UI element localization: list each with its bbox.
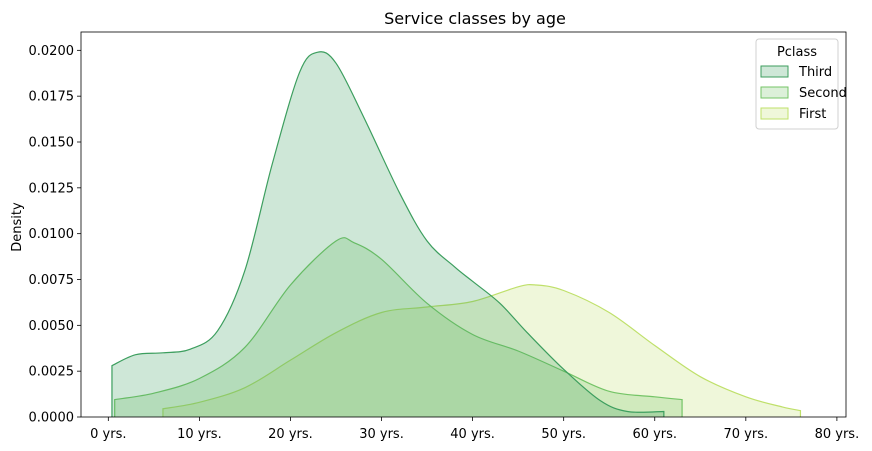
line-third <box>111 51 665 417</box>
x-tick-label: 70 yrs. <box>724 427 769 442</box>
x-tick-label: 30 yrs. <box>359 427 404 442</box>
y-axis-label: Density <box>10 202 25 252</box>
line-first <box>162 283 802 417</box>
area-second <box>114 237 683 417</box>
x-tick-label: 50 yrs. <box>541 427 586 442</box>
x-tick-label: 60 yrs. <box>632 427 677 442</box>
legend-swatch-first <box>760 107 789 120</box>
legend-title: Pclass <box>777 45 817 60</box>
y-tick-label: 0.0100 <box>29 227 75 242</box>
x-tick-label: 20 yrs. <box>268 427 313 442</box>
x-tick-label: 40 yrs. <box>450 427 495 442</box>
y-tick-label: 0.0025 <box>29 365 75 380</box>
y-tick-label: 0.0175 <box>29 90 75 105</box>
area-third <box>111 51 664 417</box>
y-tick-label: 0.0050 <box>29 319 75 334</box>
y-tick-label: 0.0000 <box>29 411 75 426</box>
legend-swatch-second <box>760 86 789 99</box>
y-tick-label: 0.0150 <box>29 136 75 151</box>
legend: Pclass Third Second First <box>755 38 847 130</box>
legend-swatch-third <box>760 65 789 78</box>
legend-label-first: First <box>799 107 826 122</box>
x-tick-label: 0 yrs. <box>90 427 126 442</box>
line-second <box>114 237 683 417</box>
legend-label-second: Second <box>799 86 847 101</box>
axes-layer: 0 yrs. 10 yrs. 20 yrs. 30 yrs. 40 yrs. 50 yrs… <box>29 31 860 442</box>
chart-title: Service classes by age <box>384 9 566 28</box>
x-tick-label: 10 yrs. <box>177 427 222 442</box>
y-tick-label: 0.0125 <box>29 181 75 196</box>
legend-label-third: Third <box>798 65 832 80</box>
plot-frame <box>80 31 847 418</box>
legend-box <box>755 38 839 130</box>
area-first <box>162 284 801 417</box>
y-tick-label: 0.0075 <box>29 273 75 288</box>
series-layer <box>111 51 802 417</box>
y-tick-label: 0.0200 <box>29 44 75 59</box>
x-tick-label: 80 yrs. <box>815 427 860 442</box>
